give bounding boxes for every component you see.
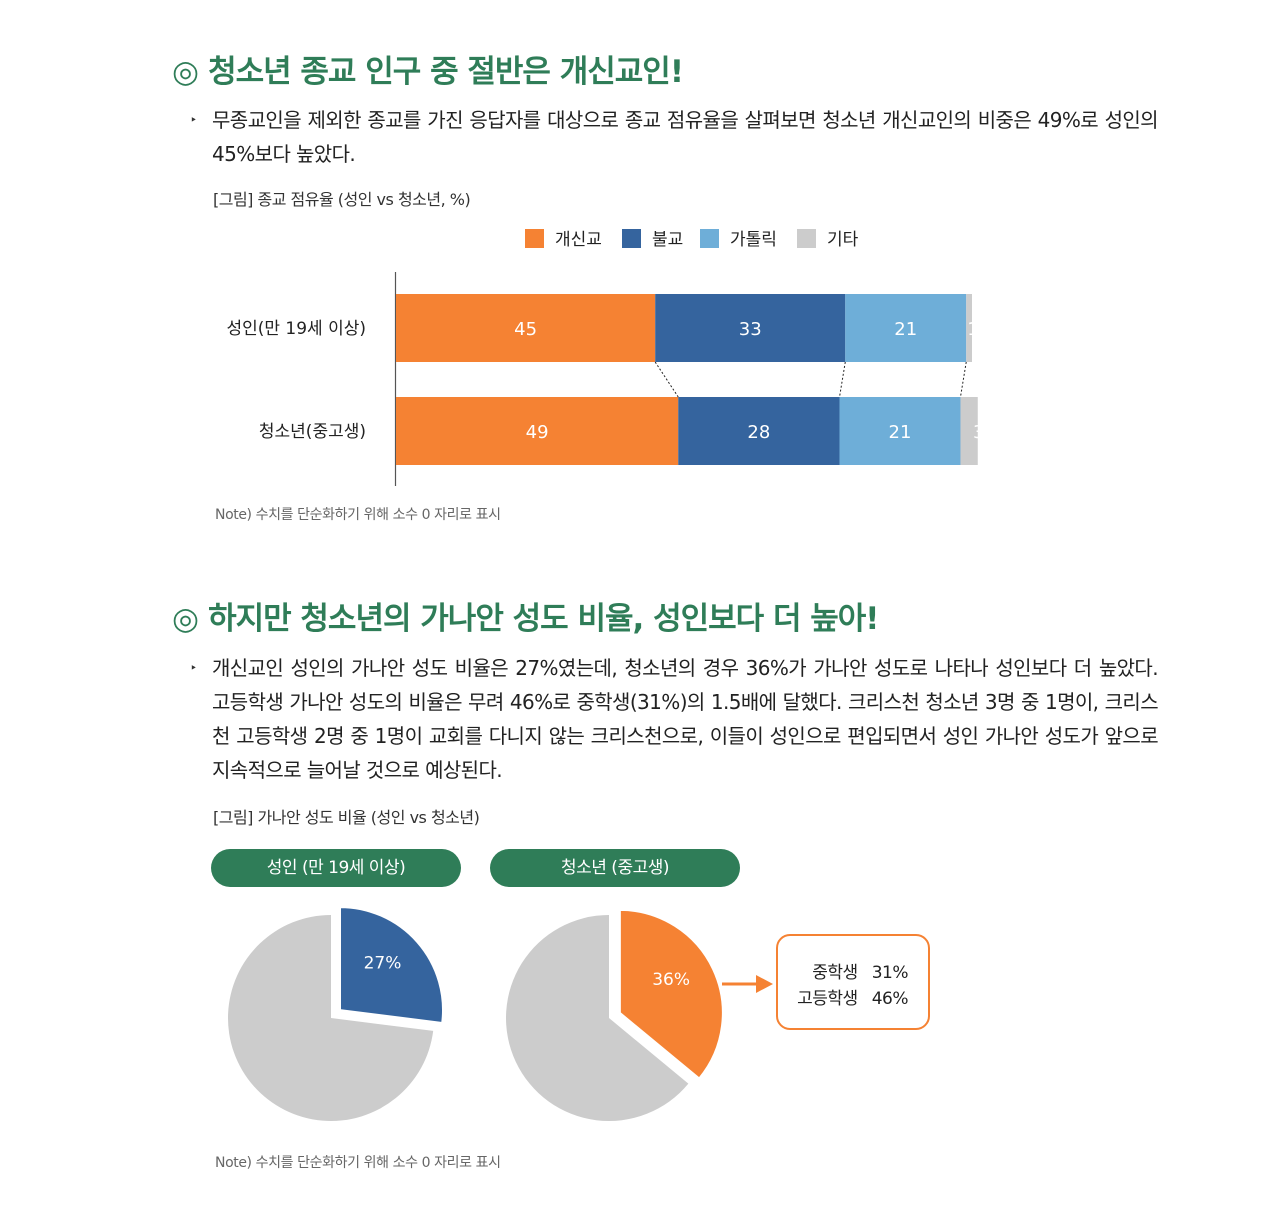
adult-pill-label: 성인 (만 19세 이상) xyxy=(211,849,461,887)
bar-value-label: 45 xyxy=(514,319,537,340)
legend-label: 가톨릭 xyxy=(730,230,777,250)
bar-value-label: 3 xyxy=(973,422,984,443)
bar-chart-caption: [그림] 종교 점유율 (성인 vs 청소년, %) xyxy=(213,190,471,209)
section1-paragraph: ‣ 무종교인을 제외한 종교를 가진 응답자를 대상으로 종교 점유율을 살펴보… xyxy=(190,103,1159,171)
breakdown-label: 고등학생 xyxy=(797,989,858,1009)
connector-line xyxy=(959,361,967,398)
double-circle-icon: ◎ xyxy=(172,54,199,90)
legend-label: 기타 xyxy=(827,230,859,250)
legend-swatch-2 xyxy=(622,229,641,248)
connector-line xyxy=(654,361,679,398)
bar-value-label: 33 xyxy=(739,319,762,340)
section2-paragraph-text: 개신교인 성인의 가나안 성도 비율은 27%였는데, 청소년의 경우 36%가… xyxy=(212,656,1159,782)
section1-title: ◎ 청소년 종교 인구 중 절반은 개신교인! xyxy=(172,46,684,91)
section2-title: ◎ 하지만 청소년의 가나안 성도 비율, 성인보다 더 높아! xyxy=(172,593,879,638)
legend-label: 개신교 xyxy=(555,230,602,250)
bar-segment-1 xyxy=(396,294,656,362)
pie-chart-note: Note) 수치를 단순화하기 위해 소수 0 자리로 표시 xyxy=(215,1155,501,1171)
bar-segment-4 xyxy=(960,397,978,465)
pie-slice-group: 36% xyxy=(618,908,724,1080)
breakdown-value: 31% xyxy=(871,963,909,983)
section1-title-text: 청소년 종교 인구 중 절반은 개신교인! xyxy=(208,54,684,90)
double-circle-icon: ◎ xyxy=(172,601,199,637)
bar-segment-1 xyxy=(396,397,679,465)
legend-swatch-1 xyxy=(525,229,544,248)
pie-slice-highlight xyxy=(339,906,444,1025)
bullet-triangle-icon: ‣ xyxy=(190,113,197,127)
breakdown-value: 46% xyxy=(871,989,909,1009)
pie-slice-highlight xyxy=(618,908,724,1080)
bar-segment-3 xyxy=(839,397,961,465)
bullet-triangle-icon: ‣ xyxy=(190,661,197,675)
section1-paragraph-text: 무종교인을 제외한 종교를 가진 응답자를 대상으로 종교 점유율을 살펴보면 … xyxy=(212,108,1159,166)
bar-value-label: 1 xyxy=(967,319,978,340)
legend-swatch-4 xyxy=(797,229,816,248)
bar-segment-2 xyxy=(655,294,846,362)
category-label: 청소년(중고생) xyxy=(259,422,366,442)
bar-value-label: 21 xyxy=(894,319,917,340)
youth-pill-label: 청소년 (중고생) xyxy=(490,849,740,887)
legend-swatch-3 xyxy=(700,229,719,248)
bar-segment-4 xyxy=(966,294,972,362)
connector-line xyxy=(839,361,846,398)
pie-slice-rest xyxy=(506,915,689,1121)
breakdown-middle-school: 중학생 31% xyxy=(812,958,908,983)
bar-segment-2 xyxy=(678,397,840,465)
youth-breakdown-callout: 중학생 31% 고등학생 46% xyxy=(776,934,930,1030)
pie-slice-label: 27% xyxy=(364,954,402,974)
bar-segment-3 xyxy=(845,294,967,362)
bar-value-label: 28 xyxy=(747,422,770,443)
canaan-ratio-pie-charts: 27% 36% xyxy=(227,906,773,1121)
category-label: 성인(만 19세 이상) xyxy=(226,319,366,339)
section2-title-text: 하지만 청소년의 가나안 성도 비율, 성인보다 더 높아! xyxy=(208,601,879,637)
arrow-right-icon xyxy=(756,975,773,993)
pie-slice-rest xyxy=(227,915,434,1121)
bar-value-label: 21 xyxy=(889,422,912,443)
bar-value-label: 49 xyxy=(526,422,549,443)
pie-slice-group: 27% xyxy=(339,906,444,1025)
section2-paragraph: ‣ 개신교인 성인의 가나안 성도 비율은 27%였는데, 청소년의 경우 36… xyxy=(190,651,1159,787)
breakdown-label: 중학생 xyxy=(812,963,858,983)
pie-chart-caption: [그림] 가나안 성도 비율 (성인 vs 청소년) xyxy=(213,808,480,827)
bar-chart-note: Note) 수치를 단순화하기 위해 소수 0 자리로 표시 xyxy=(215,507,501,523)
legend-label: 불교 xyxy=(652,230,683,250)
pie-slice-label: 36% xyxy=(652,970,690,990)
breakdown-high-school: 고등학생 46% xyxy=(797,984,908,1009)
